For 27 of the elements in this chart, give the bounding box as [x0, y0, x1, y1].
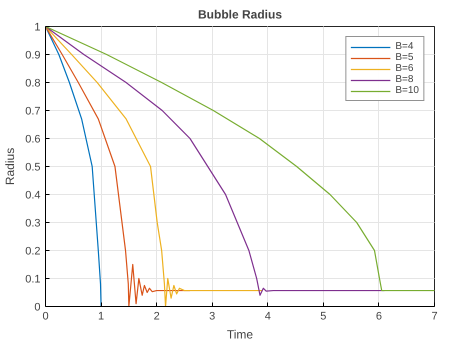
- x-tick-label: 7: [431, 310, 438, 322]
- x-tick-label: 6: [376, 310, 382, 322]
- y-tick-label: 0: [34, 302, 41, 314]
- legend-label: B=8: [395, 74, 414, 85]
- y-tick-label: 0.7: [25, 106, 41, 118]
- x-tick-label: 2: [154, 310, 160, 322]
- y-tick-label: 0.6: [25, 134, 41, 146]
- x-tick-label: 0: [42, 310, 49, 322]
- y-tick-label: 0.5: [25, 162, 41, 174]
- y-tick-label: 0.4: [25, 190, 41, 202]
- x-tick-label: 1: [98, 310, 104, 322]
- chart-title: Bubble Radius: [198, 8, 282, 22]
- x-tick-label: 4: [264, 310, 271, 322]
- x-tick-label: 3: [209, 310, 216, 322]
- y-tick-label: 0.1: [25, 274, 41, 286]
- y-tick-label: 0.3: [25, 218, 41, 230]
- y-tick-label: 0.2: [25, 246, 41, 258]
- y-tick-label: 0.9: [25, 50, 41, 62]
- y-tick-label: 0.8: [25, 78, 41, 90]
- legend-label: B=4: [395, 41, 414, 52]
- legend-label: B=6: [395, 63, 414, 74]
- y-axis-title: Radius: [3, 148, 18, 186]
- legend-label: B=5: [395, 52, 414, 63]
- x-axis-title: Time: [226, 328, 254, 342]
- x-tick-label: 5: [320, 310, 326, 322]
- y-tick-label: 1: [34, 22, 41, 34]
- legend-label: B=10: [395, 85, 419, 96]
